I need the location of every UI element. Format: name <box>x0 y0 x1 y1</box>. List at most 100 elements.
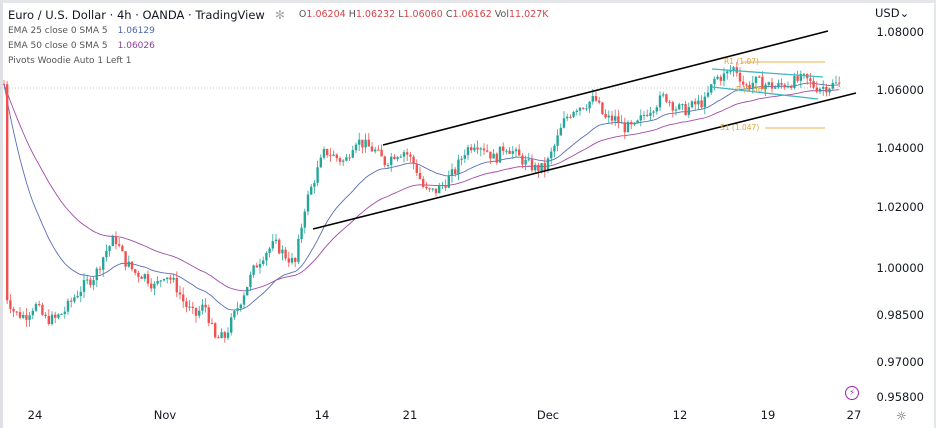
candle-body <box>86 279 89 281</box>
candle-body <box>764 84 767 90</box>
indicator-ema25[interactable]: EMA 25 close 0 SMA 5 1.06129 <box>8 26 155 36</box>
candle-body <box>588 101 591 109</box>
candle-body <box>825 86 828 93</box>
candle-body <box>598 100 601 103</box>
candle-body <box>687 107 690 115</box>
snowflake-icon[interactable]: ✻ <box>274 8 285 22</box>
candle-body <box>236 308 239 311</box>
candle-body <box>639 115 642 121</box>
candle-body <box>662 94 665 96</box>
candle-body <box>706 92 710 97</box>
candle-body <box>137 272 140 277</box>
lightning-icon[interactable]: ⚡ <box>845 386 859 400</box>
candle-body <box>223 332 226 338</box>
triangle-upper-line <box>711 68 824 78</box>
candle-body <box>498 146 502 163</box>
price-tick-label: 1.08000 <box>876 25 924 39</box>
candle-body <box>745 84 748 86</box>
candle-body <box>758 76 761 78</box>
candle-body <box>495 153 498 163</box>
candle-body <box>12 308 15 312</box>
candle-body <box>319 157 322 168</box>
candle-body <box>482 148 486 151</box>
candle-body <box>278 239 281 254</box>
candle-body <box>332 154 335 156</box>
candle-body <box>633 122 636 125</box>
candle-body <box>671 102 674 111</box>
candle-body <box>617 116 620 124</box>
candle-body <box>396 157 399 160</box>
candle-body <box>802 73 806 75</box>
indicator-pivots[interactable]: Pivots Woodie Auto 1 Left 1 <box>8 56 132 66</box>
candle-body <box>642 114 646 116</box>
candle-body <box>130 261 134 270</box>
candle-body <box>41 305 44 315</box>
settings-gear-icon[interactable]: ☼ <box>896 409 907 423</box>
candle-body <box>767 82 770 85</box>
currency-selector[interactable]: USD⌄ <box>875 6 910 20</box>
candle-body <box>754 76 758 83</box>
chart-legend: Euro / U.S. Dollar · 4h · OANDA · Tradin… <box>8 6 548 69</box>
candle-body <box>463 155 466 159</box>
candle-body <box>204 304 207 308</box>
triangle-lower-line <box>711 86 819 100</box>
candle-body <box>790 86 793 88</box>
candle-body <box>540 163 543 172</box>
candle-body <box>386 165 390 167</box>
high-value: 1.06232 <box>355 9 396 20</box>
candle-body <box>623 122 626 133</box>
candle-body <box>703 96 706 108</box>
candle-body <box>828 88 831 93</box>
ema25-value: 1.06129 <box>117 26 155 36</box>
candle-body <box>249 274 252 287</box>
candle-body <box>578 107 582 111</box>
candle-body <box>306 194 310 212</box>
candle-body <box>98 268 102 270</box>
candle-body <box>438 185 441 194</box>
candle-body <box>310 186 313 195</box>
candle-body <box>182 294 185 302</box>
candle-body <box>646 114 649 116</box>
symbol-title[interactable]: Euro / U.S. Dollar · 4h · OANDA · Tradin… <box>8 8 265 22</box>
candle-body <box>786 86 790 88</box>
candle-body <box>502 146 505 151</box>
candle-body <box>534 164 537 171</box>
candle-body <box>172 277 175 280</box>
candle-body <box>73 297 76 302</box>
candle-body <box>431 188 434 190</box>
candle-body <box>566 116 569 119</box>
candle-body <box>668 101 671 103</box>
candle-body <box>409 154 412 157</box>
candle-body <box>140 276 143 279</box>
candle-body <box>361 139 364 148</box>
candle-body <box>428 188 431 190</box>
candle-body <box>511 151 514 154</box>
candle-body <box>399 156 402 158</box>
candle-body <box>770 82 774 89</box>
pivot-r1-label: R1 (1.07) <box>724 57 759 66</box>
candle-body <box>425 186 428 189</box>
candle-body <box>591 96 594 102</box>
candle-body <box>665 94 668 102</box>
candle-body <box>185 301 188 308</box>
candle-body <box>492 153 495 159</box>
candle-body <box>143 274 146 279</box>
price-tick-label: 0.97000 <box>876 355 924 369</box>
candle-body <box>118 244 121 246</box>
candle-body <box>57 314 60 318</box>
candle-body <box>479 148 482 150</box>
candle-body <box>524 159 527 165</box>
candle-body <box>626 122 630 133</box>
time-tick-label: Nov <box>153 408 177 422</box>
low-value: 1.06060 <box>403 9 443 20</box>
candle-body <box>326 149 329 156</box>
ema50-line <box>3 84 840 292</box>
chevron-down-icon: ⌄ <box>899 6 910 20</box>
candle-body <box>710 84 713 93</box>
indicator-ema50[interactable]: EMA 50 close 0 SMA 5 1.06026 <box>8 41 155 51</box>
candle-body <box>255 265 258 268</box>
candle-body <box>54 314 57 318</box>
candle-body <box>134 269 137 273</box>
candle-body <box>793 76 796 88</box>
